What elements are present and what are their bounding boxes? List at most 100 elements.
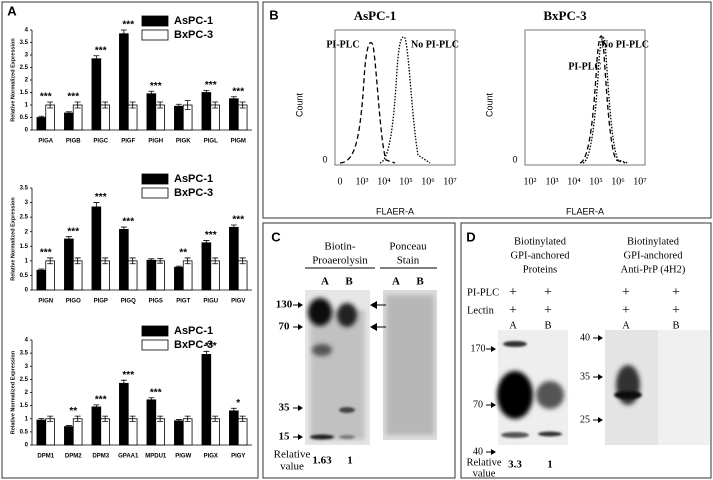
y-tick-label: 1 <box>25 103 29 109</box>
y-tick-label: 0.5 <box>20 115 29 121</box>
x-tick-label: 10⁴ <box>567 176 581 187</box>
bar <box>127 260 138 291</box>
lane-label: B <box>345 276 353 288</box>
bar <box>174 105 184 131</box>
arrow <box>370 301 377 309</box>
error-bar <box>157 101 164 109</box>
curve-label: No PI-PLC <box>411 39 459 50</box>
error-bar <box>129 415 136 422</box>
bar <box>91 58 102 131</box>
bar <box>146 399 157 446</box>
row-mark: + <box>509 285 517 300</box>
bar <box>237 418 248 446</box>
x-tick-label: PIGS <box>149 299 163 305</box>
x-axis-label: FLAER-A <box>376 206 414 216</box>
error-bar <box>102 101 109 109</box>
header: Biotinylated <box>627 236 680 247</box>
significance: *** <box>205 80 217 91</box>
plot-frame <box>524 29 646 166</box>
arrow <box>598 335 603 341</box>
error-bar <box>102 257 109 265</box>
x-tick-label: PIGL <box>204 139 218 145</box>
y-tick-label: 4 <box>25 28 29 34</box>
bar <box>119 228 129 291</box>
y-tick-label: 3 <box>25 53 29 59</box>
curve-label: No PI-PLC <box>601 39 649 50</box>
error-bar <box>65 111 72 115</box>
x-tick-label: 0 <box>338 176 343 187</box>
bar <box>237 260 248 291</box>
error-bar <box>212 257 219 265</box>
flow-plot <box>334 29 646 166</box>
significance: *** <box>122 217 134 228</box>
lane-label: B <box>544 320 551 331</box>
bar <box>45 418 55 446</box>
band <box>339 407 355 413</box>
arrow <box>298 434 303 440</box>
bar <box>229 98 239 131</box>
y-axis-label: Relative Normalized Expression <box>10 197 16 281</box>
significance: ** <box>179 248 187 259</box>
x-tick-label: 10⁶ <box>611 176 625 187</box>
arrow <box>491 449 496 455</box>
y-tick-label: 3 <box>25 200 29 206</box>
bar <box>174 266 184 291</box>
x-tick-label: 10⁵ <box>589 176 603 187</box>
y-tick-label: 3 <box>25 364 29 370</box>
x-tick-label: PIGN <box>38 299 53 305</box>
bar <box>72 418 83 446</box>
arrow <box>598 374 603 380</box>
y-tick-label: 0.5 <box>20 273 29 279</box>
error-bar <box>47 415 54 422</box>
error-bar <box>175 419 182 423</box>
error-bar <box>203 90 210 95</box>
lane-label: A <box>509 320 517 331</box>
band <box>538 431 562 437</box>
header: Biotinylated <box>514 236 567 247</box>
band <box>310 434 334 440</box>
significance: * <box>236 398 240 409</box>
error-bar <box>184 257 191 265</box>
bar <box>127 104 138 131</box>
significance: *** <box>95 394 107 405</box>
x-tick-label: PIGA <box>38 139 53 145</box>
bar <box>174 420 184 446</box>
bar <box>119 33 129 131</box>
y-tick-label: 0 <box>25 288 29 294</box>
x-tick-label: 10⁷ <box>633 176 647 187</box>
significance: *** <box>205 230 217 241</box>
panel-label: D <box>466 229 475 244</box>
legend-swatch <box>141 325 169 337</box>
legend-swatch <box>141 15 169 27</box>
error-bar <box>120 379 127 387</box>
error-bar <box>175 103 182 109</box>
relative-value: 1 <box>547 459 553 471</box>
error-bar <box>184 100 191 110</box>
bar <box>201 354 212 446</box>
legend-label: BxPC-3 <box>174 339 213 351</box>
panel-d-frame <box>460 222 712 479</box>
x-tick-label: 10⁵ <box>399 176 413 187</box>
bar <box>36 117 47 131</box>
plot-frame <box>334 29 456 166</box>
x-tick-label: 10⁶ <box>421 176 435 187</box>
row-mark: + <box>544 303 552 318</box>
curve-pi-plc <box>579 35 626 164</box>
x-tick-label: GPAA1 <box>118 454 139 460</box>
bar <box>182 418 193 446</box>
arrow <box>491 402 496 408</box>
legend-label: AsPC-1 <box>174 325 213 337</box>
y-axis-label: Relative Normalized Expression <box>10 38 16 122</box>
significance: *** <box>150 81 162 92</box>
bar <box>100 104 110 131</box>
x-tick-label: PIGU <box>203 299 218 305</box>
plot-title: BxPC-3 <box>543 8 587 23</box>
bar <box>119 382 129 446</box>
x-tick-label: PIGO <box>66 299 81 305</box>
x-tick-label: 10³ <box>356 176 369 187</box>
header: Stain <box>397 255 420 267</box>
significance: *** <box>40 248 52 259</box>
panel-c-frame <box>262 222 456 479</box>
y-tick-label: 0 <box>512 154 517 164</box>
error-bar <box>212 101 219 109</box>
